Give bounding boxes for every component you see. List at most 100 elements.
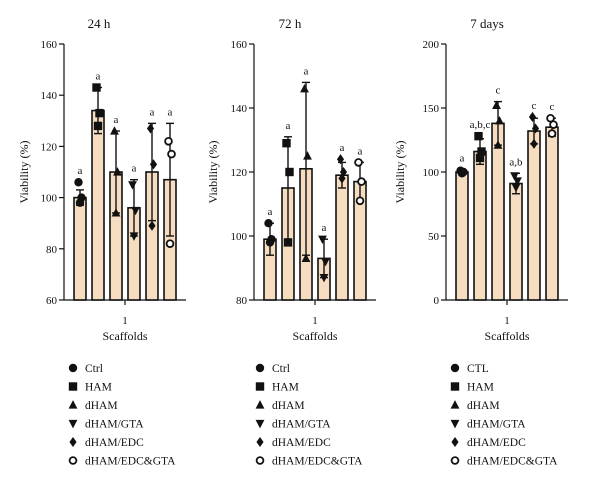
data-point [303,151,312,160]
x-tick-label: 1 [504,315,510,327]
significance-letter: a [114,114,119,126]
data-point [93,121,103,131]
legend-marker [451,436,459,448]
bar-ctl [455,171,469,301]
bar-dham-edc [335,174,349,301]
y-tick-label: 120 [41,141,58,153]
data-point [95,108,104,118]
x-tick-label: 1 [312,315,318,327]
data-point [492,100,501,110]
data-point [131,206,140,216]
data-point [283,238,293,247]
legend-marker [255,419,265,429]
legend-label: dHAM/GTA [272,419,331,431]
y-tick-label: 80 [46,244,58,256]
legend-marker [450,400,460,409]
data-point [338,173,346,184]
significance-letter: a [150,106,155,118]
significance-letter: a [168,106,173,118]
y-axis-label: Viability (%) [206,141,220,204]
significance-letter: a [340,142,345,154]
data-point [493,140,503,149]
data-point [354,158,363,167]
data-point [513,177,522,186]
data-point [321,258,330,267]
y-tick-label: 140 [41,90,58,102]
significance-letter: a [268,206,273,218]
legend-marker [450,363,460,373]
data-point [528,111,537,122]
y-tick-label: 150 [423,103,440,115]
data-point [113,167,122,176]
bar-dham-edc-gta [545,126,559,301]
data-point [318,235,327,245]
significance-letter: a [304,65,309,77]
legend-marker [68,363,78,373]
data-point [510,172,519,181]
bar-dham [491,122,505,301]
data-point [300,83,309,93]
data-point [457,169,467,178]
panel-title: 24 h [88,16,111,31]
legend-marker [450,456,460,465]
y-axis-label: Viability (%) [17,141,31,204]
data-point [357,177,366,186]
legend-label: dHAM/GTA [85,419,144,431]
significance-letter: c [532,100,537,112]
data-point [264,219,273,228]
legend-label: dHAM/EDC [85,437,144,449]
legend-marker [255,400,265,409]
data-point [146,123,155,134]
y-tick-label: 100 [41,193,58,205]
significance-letter: a [460,152,465,164]
y-tick-label: 160 [41,39,58,51]
data-point [75,198,85,207]
data-point [110,126,119,135]
legend-marker [69,436,77,448]
x-axis-label: Scaffolds [102,329,147,343]
y-tick-label: 60 [46,295,58,307]
legend-marker [68,419,78,429]
legend-marker [255,382,265,391]
legend-label: Ctrl [272,363,290,375]
data-point [165,239,175,248]
data-point [148,220,156,231]
panel-title: 72 h [279,16,302,31]
data-point [547,129,557,138]
data-point [149,159,158,170]
bar-ham [91,109,105,301]
data-point [355,196,365,206]
significance-letter: a [322,222,327,234]
legend-label: HAM [272,382,299,394]
y-tick-label: 80 [236,295,248,307]
panel-title: 7 days [470,16,504,31]
legend-label: dHAM [467,400,500,412]
x-axis-label: Scaffolds [484,329,529,343]
y-tick-label: 0 [434,295,440,307]
legend-label: dHAM/GTA [467,419,526,431]
y-tick-label: 120 [231,167,248,179]
data-point [265,238,275,247]
legend-label: dHAM [85,400,118,412]
x-axis-label: Scaffolds [292,329,337,343]
data-point [164,136,173,146]
data-point [511,183,521,193]
data-point [531,123,540,134]
data-point [475,153,485,163]
legend-marker [450,419,460,429]
data-point [129,232,139,241]
bar-dham-edc [527,130,541,301]
legend-label: dHAM/EDC [272,437,331,449]
legend-label: Ctrl [85,363,103,375]
legend-marker [68,456,78,465]
data-point [549,120,558,129]
legend-marker [255,456,265,465]
legend-marker [256,436,264,448]
significance-letter: a [96,71,101,83]
significance-letter: a [286,120,291,132]
y-tick-label: 200 [423,39,440,51]
significance-letter: a,b [509,156,523,168]
legend-label: HAM [467,382,494,394]
legend-label: dHAM/EDC [467,437,526,449]
